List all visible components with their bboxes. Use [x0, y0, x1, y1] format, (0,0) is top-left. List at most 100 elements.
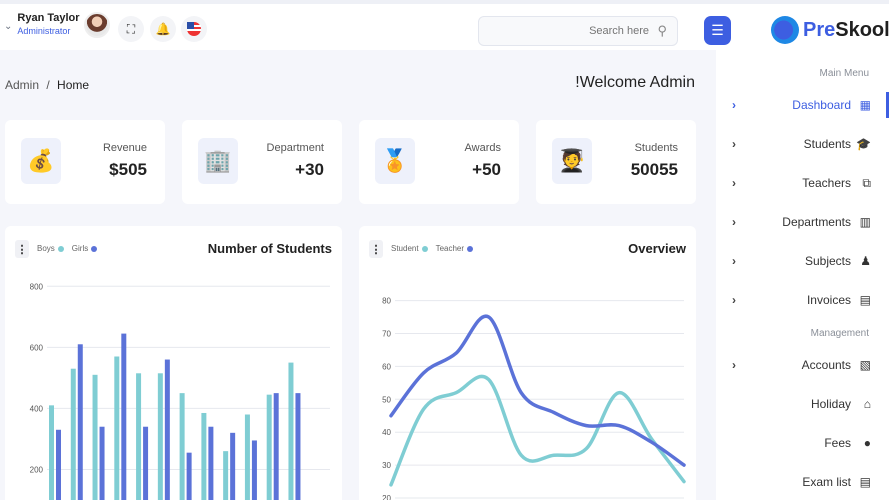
chart-title: Number of Students: [207, 241, 332, 256]
search-box[interactable]: ⚲: [478, 16, 678, 46]
breadcrumb-admin[interactable]: Admin: [5, 78, 40, 92]
chevron-down-icon[interactable]: ⌄: [4, 20, 13, 32]
stat-label: Awards: [464, 142, 501, 154]
award-medal-icon: 🏅: [375, 138, 415, 184]
bar-girls: [164, 359, 170, 500]
y-tick-label: 50: [382, 395, 391, 404]
stat-label: Department: [266, 142, 324, 154]
top-header: ⌄ Ryan Taylor Administrator ⛶ 🔔 ⚲ ☰ PreS…: [0, 0, 889, 50]
stat-value: +50: [472, 160, 501, 179]
legend-dot-teacher: [467, 245, 474, 252]
chevron-right-icon: ›: [732, 254, 736, 268]
sidebar-item-label: Invoices: [806, 293, 851, 307]
sidebar-item-students[interactable]: › Students 🎓: [716, 129, 889, 159]
overview-panel: ⋮ Student Teacher Overview 20 30 40 50 60 70 8…: [359, 226, 696, 500]
grid-icon: ▦: [859, 98, 871, 112]
bar-boys: [244, 414, 250, 500]
bar-boys: [266, 394, 272, 500]
chart-legend: Student Teacher: [391, 244, 481, 253]
chevron-right-icon: ›: [732, 137, 736, 151]
bar-boys: [70, 368, 76, 500]
legend-label-teacher: Teacher: [435, 244, 465, 253]
clipboard-list-icon: ▤: [859, 475, 871, 489]
chalkboard-teacher-icon: ⧉: [862, 175, 871, 190]
bar-boys: [157, 373, 163, 500]
more-options-icon[interactable]: ⋮: [15, 240, 29, 258]
sidebar-item-label: Teachers: [802, 176, 851, 190]
breadcrumb-home: Home: [57, 78, 90, 92]
line-student: [389, 374, 686, 487]
book-reader-icon: ♟: [860, 254, 871, 268]
legend-dot-boys: [57, 245, 64, 252]
bar-girls: [273, 393, 279, 500]
sidebar-item-label: Accounts: [801, 358, 851, 372]
bar-girls: [230, 432, 236, 500]
stat-label: Students: [634, 142, 678, 154]
main-menu-label: Main Menu: [819, 68, 869, 79]
us-flag-icon[interactable]: [181, 16, 207, 42]
y-tick-label: 800: [30, 282, 44, 291]
stat-card-students: 🧑‍🎓 Students 50055: [536, 120, 696, 204]
revenue-icon: 💰: [21, 138, 61, 184]
holiday-village-icon: ⌂: [863, 397, 871, 411]
y-tick-label: 200: [30, 465, 44, 474]
sidebar-item-label: Exam list: [802, 475, 851, 489]
avatar[interactable]: [83, 12, 110, 38]
bar-boys: [114, 356, 120, 500]
sidebar-item-departments[interactable]: › Departments ▥: [716, 207, 889, 237]
bar-girls: [251, 440, 257, 500]
y-tick-label: 20: [382, 494, 391, 500]
logo-icon: [771, 16, 799, 44]
user-menu[interactable]: ⌄ Ryan Taylor Administrator: [4, 12, 110, 38]
bar-girls: [121, 333, 127, 500]
line-teacher: [389, 314, 686, 467]
stat-card-awards: 🏅 Awards +50: [359, 120, 519, 204]
bar-boys: [136, 373, 142, 500]
y-tick-label: 400: [30, 404, 44, 413]
bell-icon[interactable]: 🔔: [150, 16, 176, 42]
stat-label: Revenue: [102, 142, 147, 154]
graduation-cap-icon: 🎓: [856, 137, 871, 151]
y-tick-label: 30: [382, 461, 391, 470]
legend-dot-student: [421, 245, 428, 252]
sidebar-item-fees[interactable]: Fees ●: [716, 428, 889, 458]
stat-value: $505: [109, 160, 147, 179]
stat-card-department: 🏢 Department +30: [182, 120, 342, 204]
department-icon: 🏢: [198, 138, 238, 184]
bar-girls: [143, 426, 149, 500]
sidebar-item-teachers[interactable]: › Teachers ⧉: [716, 168, 889, 198]
breadcrumb-separator: /: [46, 78, 50, 92]
stat-value: 50055: [630, 160, 678, 179]
file-invoice-dollar-icon: ▧: [859, 358, 871, 372]
legend-label-boys: Boys: [37, 244, 55, 253]
sidebar-item-accounts[interactable]: › Accounts ▧: [716, 350, 889, 380]
fullscreen-icon[interactable]: ⛶: [118, 16, 144, 42]
bar-girls: [99, 426, 105, 500]
building-icon: ▥: [859, 215, 871, 229]
y-tick-label: 70: [382, 329, 391, 338]
logo[interactable]: PreSkool: [771, 16, 889, 44]
sidebar-item-invoices[interactable]: › Invoices ▤: [716, 285, 889, 315]
search-icon[interactable]: ⚲: [657, 23, 667, 38]
legend-label-student: Student: [391, 244, 419, 253]
stat-value: +30: [295, 160, 324, 179]
chevron-right-icon: ›: [732, 215, 736, 229]
menu-toggle-button[interactable]: ☰: [704, 16, 731, 45]
sidebar-item-subjects[interactable]: › Subjects ♟: [716, 246, 889, 276]
chevron-right-icon: ›: [732, 176, 736, 190]
bar-boys: [179, 393, 185, 500]
bar-girls: [208, 426, 214, 500]
bar-girls: [77, 344, 83, 500]
clipboard-icon: ▤: [859, 293, 871, 307]
search-input[interactable]: [479, 17, 649, 45]
sidebar-item-exam-list[interactable]: Exam list ▤: [716, 467, 889, 497]
more-options-icon[interactable]: ⋮: [369, 240, 383, 258]
legend-dot-girls: [91, 245, 98, 252]
chevron-right-icon: ›: [732, 293, 736, 307]
sidebar-item-holiday[interactable]: Holiday ⌂: [716, 389, 889, 419]
sidebar-item-dashboard[interactable]: › Dashboard ▦: [716, 90, 889, 120]
sidebar-item-label: Subjects: [804, 254, 851, 268]
chevron-right-icon: ›: [732, 358, 736, 372]
student-icon: 🧑‍🎓: [552, 138, 592, 184]
logo-text: PreSkool: [803, 18, 889, 41]
